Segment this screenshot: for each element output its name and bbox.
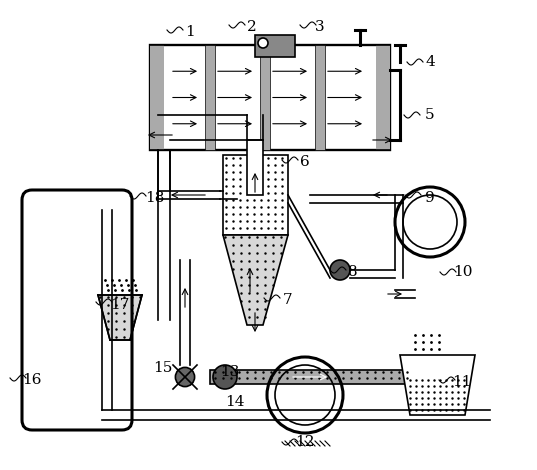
Bar: [205, 45, 215, 150]
Bar: [150, 45, 390, 150]
Text: 16: 16: [22, 373, 42, 387]
Bar: [376, 45, 390, 150]
Text: 1: 1: [185, 25, 195, 39]
Bar: [150, 45, 164, 150]
Text: 8: 8: [348, 265, 358, 279]
Text: 11: 11: [452, 375, 471, 389]
Circle shape: [213, 365, 237, 389]
Bar: [210, 370, 415, 384]
Polygon shape: [98, 295, 142, 340]
Text: 4: 4: [425, 55, 435, 69]
Text: 3: 3: [315, 20, 325, 34]
Circle shape: [258, 38, 268, 48]
Text: 6: 6: [300, 155, 310, 169]
Bar: [247, 140, 263, 195]
Bar: [223, 155, 288, 235]
Text: 12: 12: [295, 435, 315, 449]
Text: 17: 17: [110, 298, 130, 312]
Text: 14: 14: [225, 395, 245, 409]
Bar: [260, 45, 270, 150]
Polygon shape: [400, 355, 475, 415]
Polygon shape: [223, 235, 288, 325]
Text: 9: 9: [425, 191, 435, 205]
Bar: [255, 35, 295, 57]
Text: 5: 5: [425, 108, 435, 122]
Circle shape: [330, 260, 350, 280]
Bar: [315, 45, 325, 150]
Text: 15: 15: [153, 361, 173, 375]
Text: 10: 10: [453, 265, 473, 279]
Circle shape: [176, 368, 194, 387]
Text: 18: 18: [146, 191, 165, 205]
Text: 13: 13: [220, 365, 240, 379]
Text: 2: 2: [247, 20, 257, 34]
Text: 7: 7: [283, 293, 293, 307]
